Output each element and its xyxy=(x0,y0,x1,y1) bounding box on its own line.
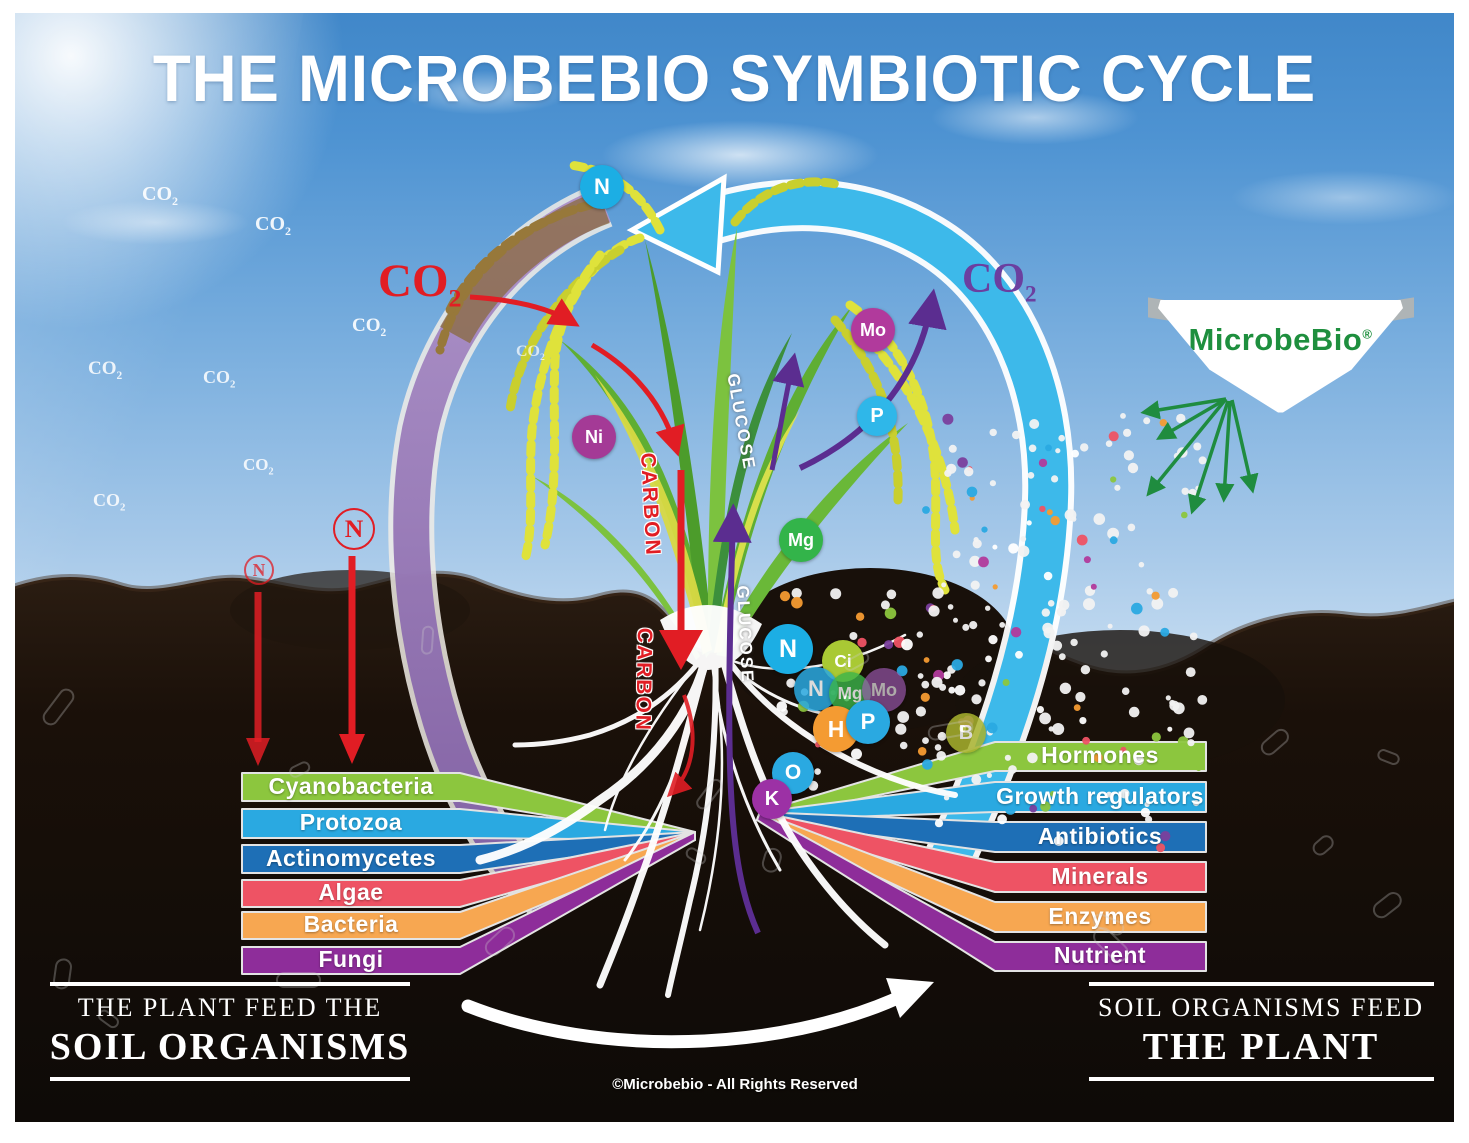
microbe-doodle xyxy=(276,971,321,989)
copyright-text: ©Microbebio - All Rights Reserved xyxy=(612,1076,858,1093)
rule xyxy=(1088,982,1434,986)
frame-border xyxy=(0,0,15,1143)
cloud xyxy=(400,70,570,115)
bar-label: Actinomycetes xyxy=(265,844,437,871)
soil-to-plant-bar xyxy=(756,811,1207,972)
soil-to-plant-band xyxy=(693,185,1069,871)
bar-label: Algae xyxy=(318,879,384,906)
bar-label: Minerals xyxy=(1051,862,1149,889)
co2-label-small: CO2 xyxy=(142,183,178,208)
bar-label: Bacteria xyxy=(303,911,399,938)
co2-label-small: CO2 xyxy=(516,343,545,364)
cloud xyxy=(600,120,880,190)
sun-glow xyxy=(0,0,370,350)
frame-border xyxy=(0,1122,1469,1143)
co2-label-small: CO2 xyxy=(243,455,274,478)
frame-border xyxy=(1454,0,1469,1143)
footer-left: THE PLANT FEED THE SOIL ORGANISMS xyxy=(30,982,430,1081)
root-system xyxy=(475,604,958,998)
co2-label-small: CO2 xyxy=(93,490,126,514)
microbe-doodle xyxy=(420,624,435,655)
nitrogen-circle-marker: N xyxy=(333,508,375,550)
bar-label: Hormones xyxy=(1041,742,1159,769)
element-badge-p: P xyxy=(846,700,890,744)
footer-left-line2: SOIL ORGANISMS xyxy=(49,1026,411,1068)
bar-label: Cyanobacteria xyxy=(268,772,434,799)
co2-release-arrow xyxy=(798,288,947,471)
cycle-arrowhead xyxy=(626,173,727,276)
element-badge-b: B xyxy=(946,713,986,753)
cloud xyxy=(60,200,250,245)
element-badge-k: K xyxy=(752,779,792,819)
page-title: THE MICROBEBIO SYMBIOTIC CYCLE xyxy=(152,42,1317,117)
bar-label: Growth regulators xyxy=(996,782,1204,809)
organism-product-bars xyxy=(241,741,1207,975)
footer-right-line1: SOIL ORGANISMS FEED xyxy=(1098,993,1424,1022)
cloud xyxy=(1230,170,1460,225)
element-badge-n: N xyxy=(763,624,813,674)
co2-intake-arrow xyxy=(469,294,580,327)
nitrogen-circle-marker: N xyxy=(244,555,274,585)
glucose-mid-arrow xyxy=(769,352,805,471)
carbon-root-arrow xyxy=(666,694,695,798)
element-badge-n: N xyxy=(580,165,624,209)
co2-label-small: CO2 xyxy=(255,213,291,238)
element-badge-ni: Ni xyxy=(572,415,616,459)
glucose-up-arrow xyxy=(712,503,761,935)
bar-label: Nutrient xyxy=(1053,942,1147,969)
microbebio-dispersal-arrows xyxy=(1140,397,1259,515)
bar-label: Enzymes xyxy=(1048,902,1152,929)
bar-label: Fungi xyxy=(318,946,384,973)
cloud xyxy=(930,90,1140,145)
co2-label-purple: CO2 xyxy=(962,256,1037,307)
bar-label: Antibiotics xyxy=(1037,822,1163,849)
co2-label-small: CO2 xyxy=(352,315,387,339)
carbon-label: CARBON xyxy=(631,627,656,733)
rule xyxy=(50,1077,410,1081)
footer-right-line2: THE PLANT xyxy=(1142,1026,1380,1068)
soil-cycle-swoosh-arrow xyxy=(461,978,934,1049)
frame-border xyxy=(0,0,1469,13)
rule xyxy=(50,982,410,986)
microbebio-logo-text: MicrobeBio® xyxy=(1188,322,1373,357)
bar-label: Protozoa xyxy=(299,809,403,836)
co2-label-small: CO2 xyxy=(88,358,123,382)
co2-label-red: CO2 xyxy=(378,255,462,313)
co2-label-small: CO2 xyxy=(203,367,236,391)
element-badge-p: P xyxy=(857,396,897,436)
footer-right: SOIL ORGANISMS FEED THE PLANT xyxy=(1072,982,1450,1081)
carbon-down-arrow-curve xyxy=(590,342,685,457)
footer-left-line1: THE PLANT FEED THE xyxy=(77,993,383,1022)
flow-arrows xyxy=(246,288,1259,935)
rule xyxy=(1088,1077,1434,1081)
element-badge-mo: Mo xyxy=(851,308,895,352)
dried-panicle-band xyxy=(440,190,610,344)
element-badge-mg: Mg xyxy=(779,518,823,562)
plant-to-soil-bar xyxy=(241,831,696,975)
